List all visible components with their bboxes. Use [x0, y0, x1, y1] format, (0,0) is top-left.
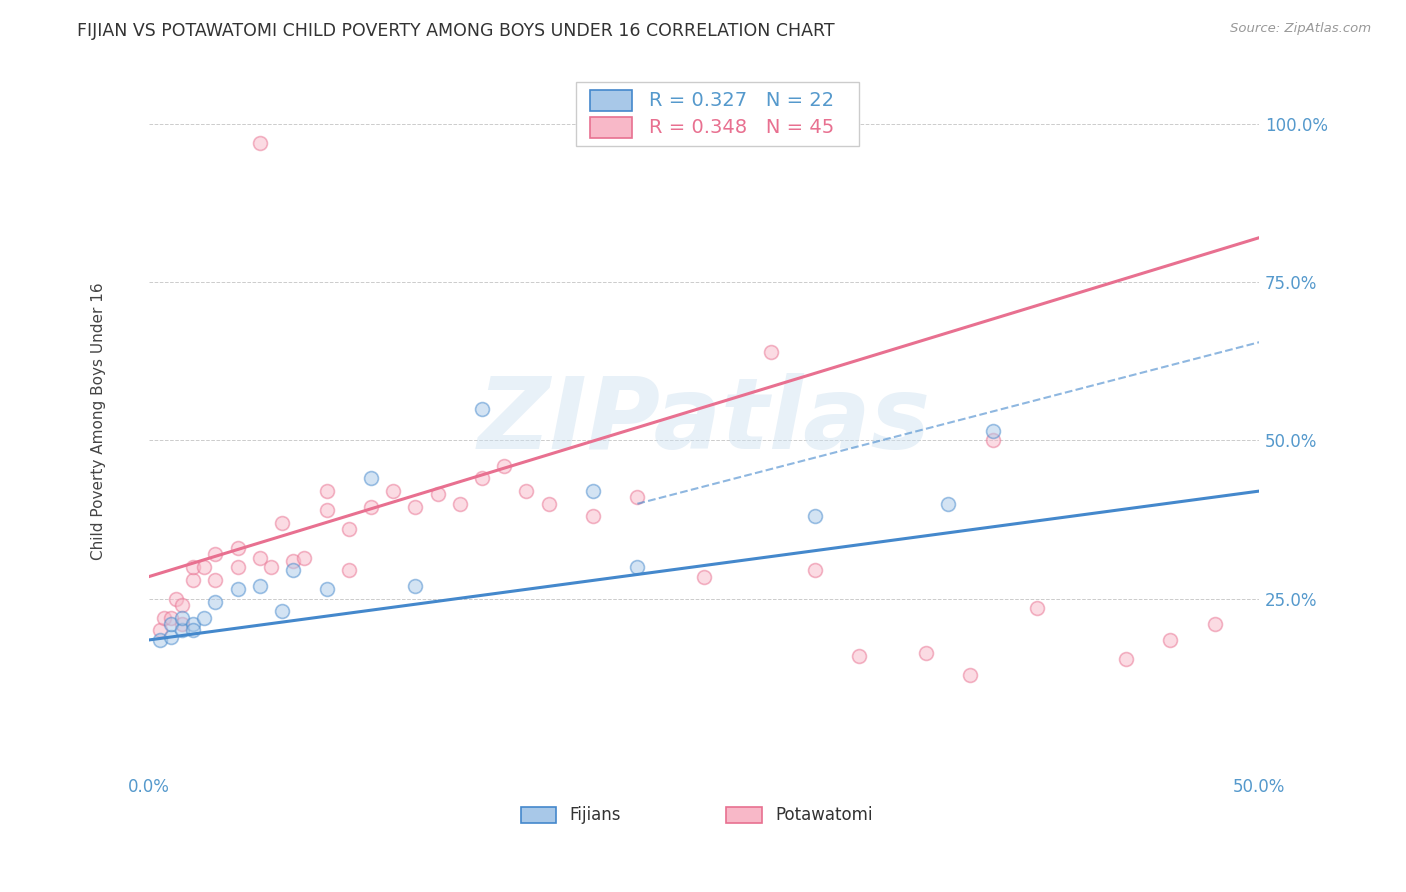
Text: Potawatomi: Potawatomi	[775, 806, 873, 824]
Point	[204, 595, 226, 609]
Point	[226, 541, 249, 555]
Text: FIJIAN VS POTAWATOMI CHILD POVERTY AMONG BOYS UNDER 16 CORRELATION CHART: FIJIAN VS POTAWATOMI CHILD POVERTY AMONG…	[77, 22, 835, 40]
Point	[204, 548, 226, 562]
Point	[193, 560, 215, 574]
Point	[337, 522, 360, 536]
Point	[149, 624, 172, 638]
Point	[160, 611, 183, 625]
Point	[759, 344, 782, 359]
Point	[804, 563, 827, 577]
FancyBboxPatch shape	[520, 807, 557, 822]
Point	[181, 624, 204, 638]
Point	[193, 611, 215, 625]
Point	[172, 611, 194, 625]
Text: R = 0.327   N = 22: R = 0.327 N = 22	[648, 91, 834, 110]
Point	[494, 458, 516, 473]
Point	[271, 516, 294, 530]
Point	[271, 604, 294, 618]
Point	[426, 487, 449, 501]
Point	[1159, 632, 1181, 647]
Point	[959, 668, 981, 682]
Text: R = 0.348   N = 45: R = 0.348 N = 45	[648, 119, 834, 137]
Point	[848, 648, 870, 663]
Point	[471, 401, 494, 416]
Point	[449, 497, 471, 511]
Point	[172, 617, 194, 632]
Point	[315, 582, 337, 597]
Point	[315, 503, 337, 517]
FancyBboxPatch shape	[589, 90, 631, 111]
Point	[582, 509, 605, 524]
Point	[1204, 617, 1226, 632]
Point	[165, 591, 187, 606]
Point	[181, 573, 204, 587]
Point	[804, 509, 827, 524]
Point	[204, 573, 226, 587]
Point	[404, 500, 426, 514]
Point	[160, 617, 183, 632]
Point	[283, 554, 305, 568]
Point	[360, 471, 382, 485]
Point	[172, 598, 194, 612]
Point	[404, 579, 426, 593]
Text: Source: ZipAtlas.com: Source: ZipAtlas.com	[1230, 22, 1371, 36]
Point	[249, 579, 271, 593]
Text: ZIPatlas: ZIPatlas	[478, 373, 931, 470]
Point	[226, 560, 249, 574]
Point	[1115, 652, 1137, 666]
Point	[582, 484, 605, 499]
Point	[315, 484, 337, 499]
Point	[249, 550, 271, 565]
Point	[260, 560, 283, 574]
Point	[172, 624, 194, 638]
FancyBboxPatch shape	[727, 807, 762, 822]
Point	[693, 569, 716, 583]
Point	[936, 497, 959, 511]
Point	[1026, 601, 1049, 615]
Point	[360, 500, 382, 514]
Point	[981, 424, 1004, 438]
Point	[160, 630, 183, 644]
FancyBboxPatch shape	[589, 118, 631, 138]
Point	[226, 582, 249, 597]
Point	[626, 491, 648, 505]
Point	[337, 563, 360, 577]
Point	[181, 617, 204, 632]
Point	[181, 560, 204, 574]
Point	[292, 550, 315, 565]
Text: Fijians: Fijians	[569, 806, 621, 824]
Point	[153, 611, 176, 625]
Point	[283, 563, 305, 577]
Point	[515, 484, 537, 499]
Point	[149, 632, 172, 647]
Point	[981, 434, 1004, 448]
Text: Child Poverty Among Boys Under 16: Child Poverty Among Boys Under 16	[91, 283, 107, 560]
Point	[382, 484, 405, 499]
Point	[249, 136, 271, 150]
Point	[471, 471, 494, 485]
Point	[915, 646, 938, 660]
Point	[626, 560, 648, 574]
Point	[537, 497, 560, 511]
FancyBboxPatch shape	[576, 82, 859, 146]
